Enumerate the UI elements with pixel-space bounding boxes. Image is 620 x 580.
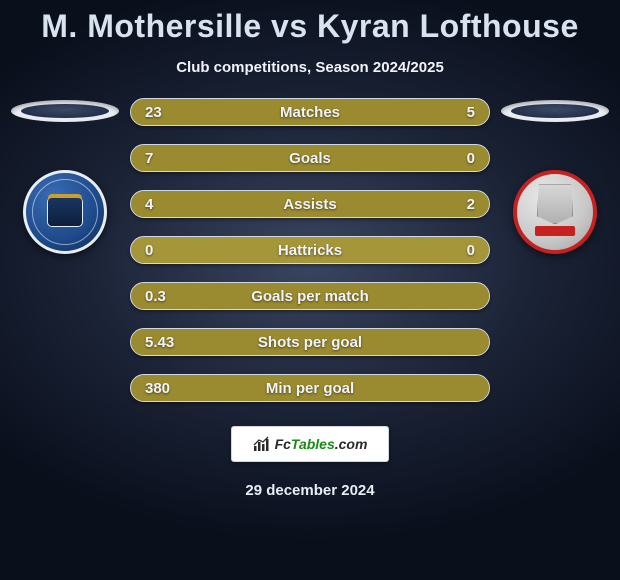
site-logo: FcTables.com [231,426,389,462]
stat-label: Min per goal [266,380,354,397]
stat-value-right: 5 [467,104,475,121]
comparison-subtitle: Club competitions, Season 2024/2025 [0,59,620,76]
player-right-column [490,98,620,402]
club-badge-right [513,170,597,254]
stat-value-left: 5.43 [145,334,174,351]
stat-bar: Hattricks 0 0 [130,236,490,264]
stat-value-left: 4 [145,196,153,213]
chart-bars-icon [253,436,271,452]
stat-value-left: 0.3 [145,288,166,305]
stats-bars: Matches235Goals70Assists42Hattricks00Goa… [130,98,490,402]
stat-bar: Assists 4 2 [130,190,490,218]
country-slot-left [11,100,119,122]
comparison-title: M. Mothersille vs Kyran Lofthouse [0,0,620,45]
stat-value-left: 23 [145,104,162,121]
stat-label: Assists [283,196,336,213]
club-badge-left [23,170,107,254]
snapshot-date: 29 december 2024 [0,482,620,499]
logo-text: FcTables.com [275,436,368,452]
stat-value-right: 0 [467,242,475,259]
stat-bar: Matches 23 5 [130,98,490,126]
stat-label: Goals [289,150,331,167]
stat-label: Matches [280,104,340,121]
stat-bar-left-fill [131,99,425,125]
stat-bar: Goals 7 0 [130,144,490,172]
stat-label: Goals per match [251,288,369,305]
stat-label: Hattricks [278,242,342,259]
stat-label: Shots per goal [258,334,362,351]
stat-value-right: 2 [467,196,475,213]
country-slot-right [501,100,609,122]
stat-value-right: 0 [467,150,475,167]
player-left-column [0,98,130,402]
stat-value-left: 0 [145,242,153,259]
stat-value-left: 380 [145,380,170,397]
stat-bar: Shots per goal 5.43 [130,328,490,356]
stat-bar-right-fill [425,99,489,125]
stat-value-left: 7 [145,150,153,167]
stat-bar: Goals per match 0.3 [130,282,490,310]
stat-bar: Min per goal 380 [130,374,490,402]
